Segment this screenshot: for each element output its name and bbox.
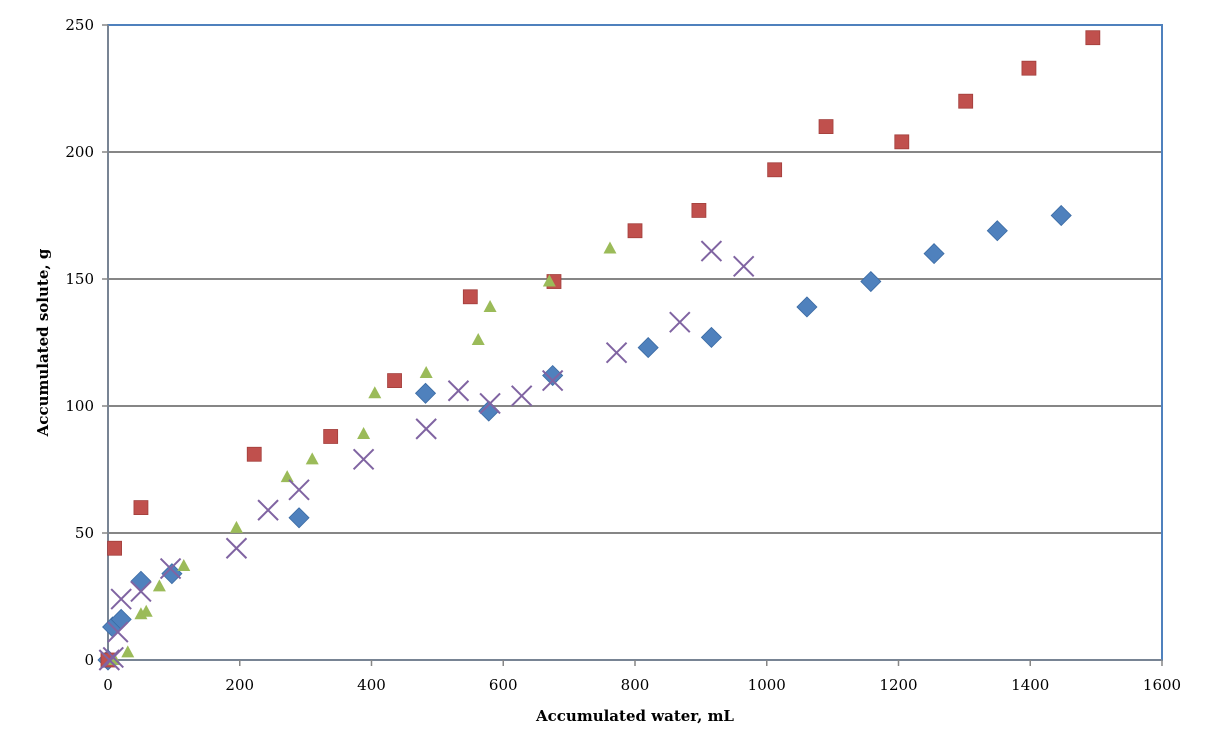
diamond-point xyxy=(923,243,945,265)
triangle-point xyxy=(177,559,191,572)
x-tick-label: 1200 xyxy=(879,676,917,694)
plot-area-border xyxy=(107,24,1163,661)
triangle-point xyxy=(229,520,243,533)
diamond-point xyxy=(414,382,437,404)
square-point xyxy=(462,289,478,305)
x-point xyxy=(479,392,501,415)
x-point xyxy=(541,369,564,392)
x-point xyxy=(257,499,279,521)
diamond-point xyxy=(860,270,882,293)
x-tick-label: 800 xyxy=(621,676,650,694)
x-point xyxy=(732,255,755,278)
diamond-point xyxy=(700,326,722,348)
triangle-point xyxy=(368,386,382,399)
x-point xyxy=(110,588,132,610)
series-square xyxy=(100,30,1101,668)
triangle-point xyxy=(483,299,497,312)
y-tick-label: 200 xyxy=(65,143,94,161)
x-point xyxy=(102,646,124,669)
x-point xyxy=(415,418,437,440)
x-point xyxy=(669,311,691,333)
triangle-point xyxy=(542,274,556,287)
triangle-point xyxy=(139,604,153,617)
y-tick-label: 250 xyxy=(65,16,94,34)
square-point xyxy=(818,119,834,134)
triangle-point xyxy=(305,452,319,465)
x-point xyxy=(225,537,248,559)
y-axis-ticks: 0 50 100 150 200 250 xyxy=(65,16,108,669)
y-axis-label: Accumulated solute, g xyxy=(34,248,52,437)
square-point xyxy=(627,223,643,239)
gridlines xyxy=(108,24,1162,534)
diamond-point xyxy=(288,507,310,529)
triangle-point xyxy=(152,579,166,592)
diamond-point xyxy=(637,337,659,359)
triangle-point xyxy=(471,332,485,345)
x-tick-label: 1600 xyxy=(1143,676,1181,694)
y-tick-label: 50 xyxy=(75,524,94,542)
diamond-point xyxy=(796,296,818,318)
x-tick-label: 400 xyxy=(357,676,386,694)
x-tick-label: 1400 xyxy=(1011,676,1049,694)
triangle-point xyxy=(280,470,294,483)
x-tick-label: 600 xyxy=(489,676,518,694)
x-point xyxy=(288,479,310,501)
x-point xyxy=(159,557,182,580)
x-axis-label: Accumulated water, mL xyxy=(535,707,734,725)
series-diamond xyxy=(97,204,1072,671)
square-point xyxy=(1021,60,1037,76)
x-axis-ticks: 0 200 400 600 800 1000 1200 1400 1600 xyxy=(103,660,1181,694)
x-tick-label: 1000 xyxy=(748,676,786,694)
triangle-point xyxy=(419,365,433,378)
data-points xyxy=(97,30,1101,671)
series-x xyxy=(98,240,755,671)
x-point xyxy=(605,341,628,364)
axes xyxy=(107,25,1162,661)
square-point xyxy=(767,162,783,178)
triangle-point xyxy=(603,241,617,254)
triangle-point xyxy=(357,426,371,439)
square-point xyxy=(958,93,974,109)
x-point xyxy=(130,580,152,603)
x-point xyxy=(352,448,375,471)
x-point xyxy=(107,621,129,643)
square-point xyxy=(246,446,262,462)
diamond-point xyxy=(1050,204,1072,227)
diamond-point xyxy=(130,570,152,592)
diamond-point xyxy=(986,220,1008,242)
y-tick-label: 150 xyxy=(65,270,94,288)
x-tick-label: 200 xyxy=(225,676,254,694)
diamond-point xyxy=(542,364,564,387)
x-tick-label: 0 xyxy=(103,676,113,694)
triangle-point xyxy=(121,645,135,658)
y-tick-label: 100 xyxy=(65,397,94,415)
x-point xyxy=(510,385,533,407)
square-point xyxy=(387,373,402,389)
x-point xyxy=(447,380,470,402)
square-point xyxy=(107,540,122,556)
square-point xyxy=(1085,30,1101,46)
y-tick-label: 0 xyxy=(84,651,94,669)
x-point xyxy=(700,240,723,262)
square-point xyxy=(133,500,149,516)
square-point xyxy=(894,134,910,150)
square-point xyxy=(323,429,339,444)
square-point xyxy=(691,203,707,218)
series-triangle xyxy=(108,241,617,665)
